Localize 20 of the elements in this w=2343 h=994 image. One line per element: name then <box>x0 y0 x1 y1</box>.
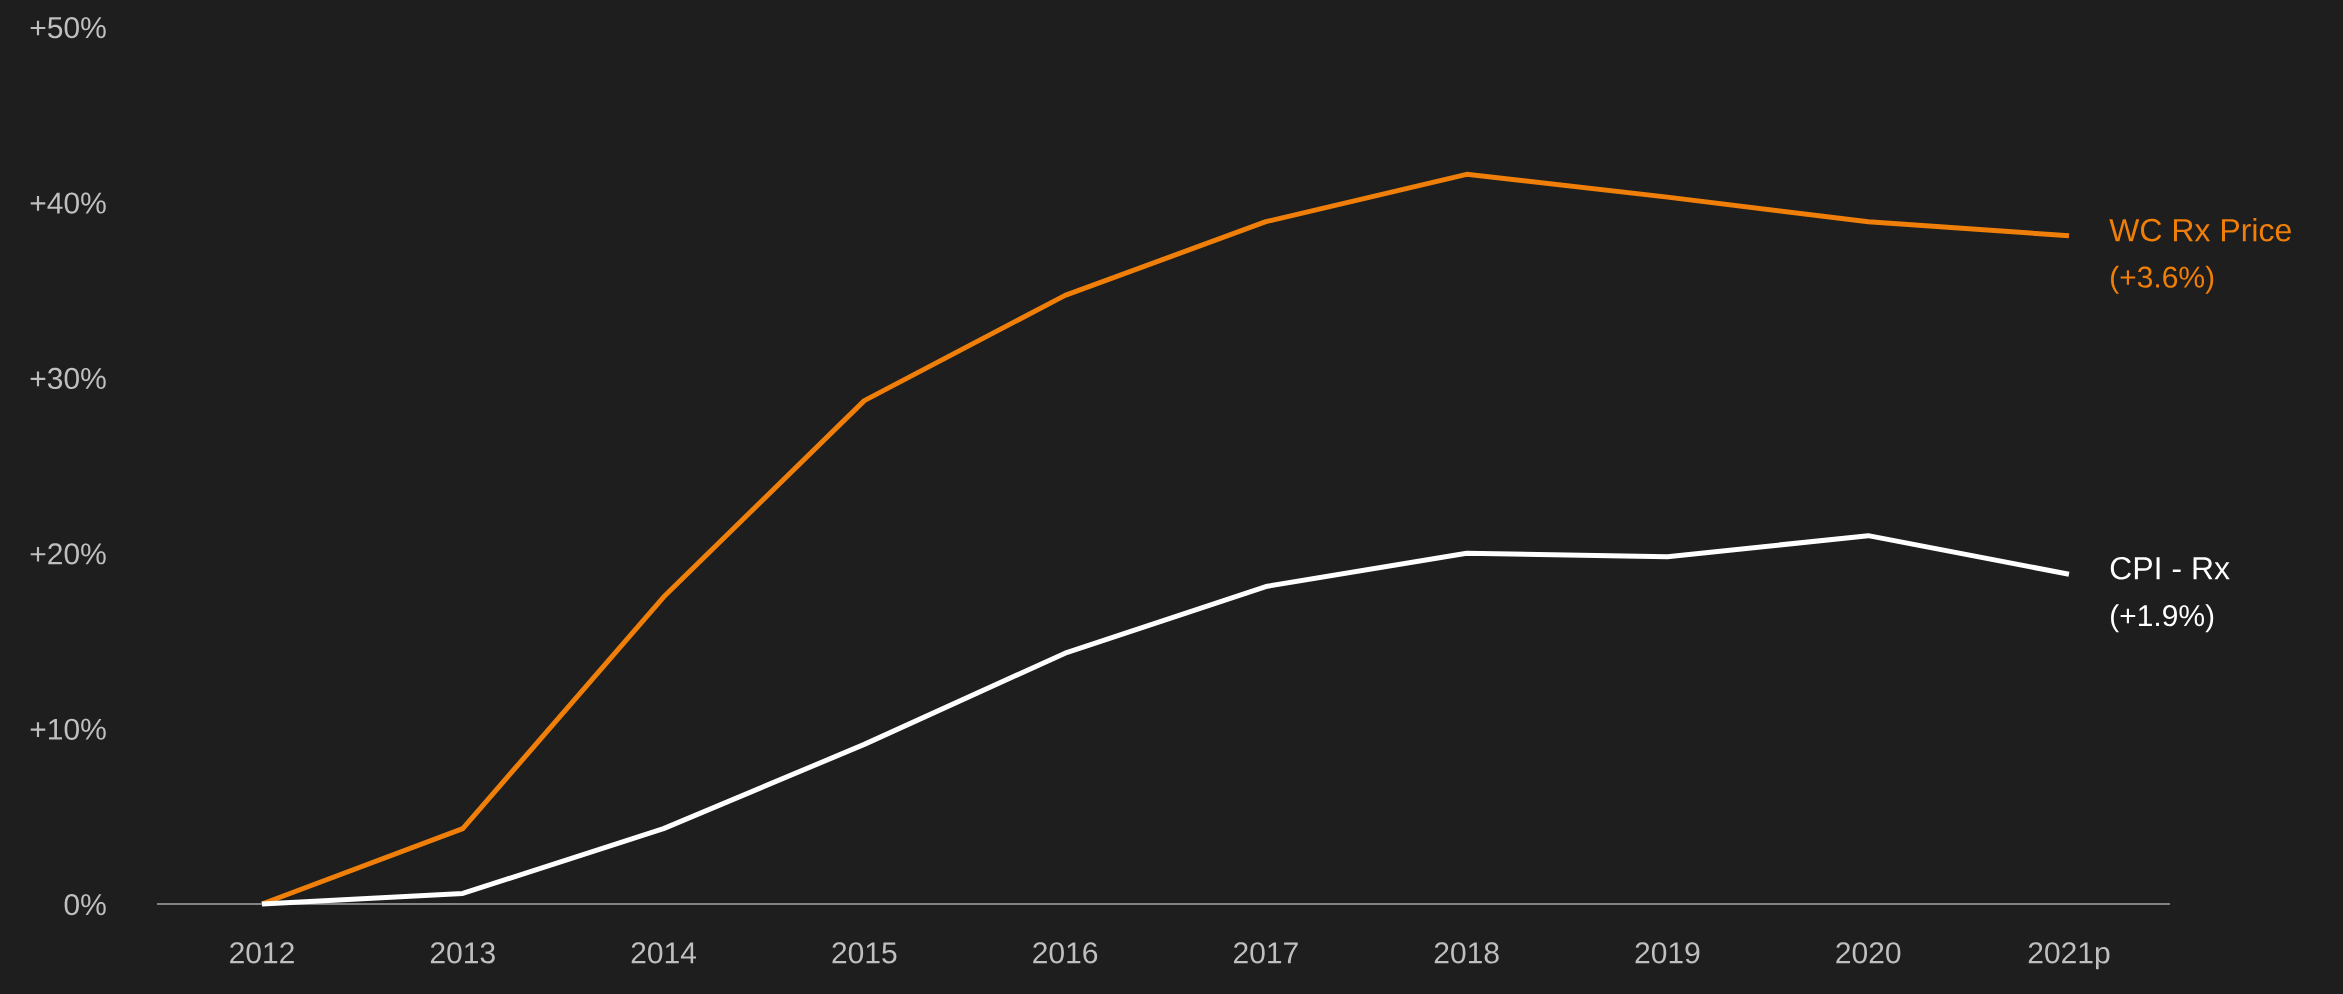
annotation: (+1.9%) <box>2111 604 2214 633</box>
y-tick-label: +20% <box>30 543 106 565</box>
series-label: WC Rx Price <box>2109 217 2291 242</box>
x-tick-label: 2021p <box>2028 942 2110 970</box>
x-tick-label: 2015 <box>832 942 897 964</box>
x-tick-label: 2016 <box>1033 942 1098 964</box>
x-tick-label: 2012 <box>230 942 294 964</box>
x-tick-label: 2018 <box>1434 942 1499 964</box>
y-tick-label: +50% <box>30 17 106 39</box>
x-tick-label: 2014 <box>631 942 697 964</box>
y-tick-label: +40% <box>30 192 106 214</box>
annotation: (+3.6%) <box>2111 265 2214 294</box>
series-label: CPI - Rx <box>2110 556 2230 580</box>
x-tick-label: 2019 <box>1635 942 1700 964</box>
y-tick-label: +10% <box>30 718 106 740</box>
x-tick-label: 2013 <box>430 942 495 964</box>
y-tick-label: +30% <box>30 367 106 390</box>
x-tick-label: 2017 <box>1234 942 1298 964</box>
x-tick-label: 2020 <box>1836 942 1901 964</box>
y-tick-label: 0% <box>64 894 106 916</box>
